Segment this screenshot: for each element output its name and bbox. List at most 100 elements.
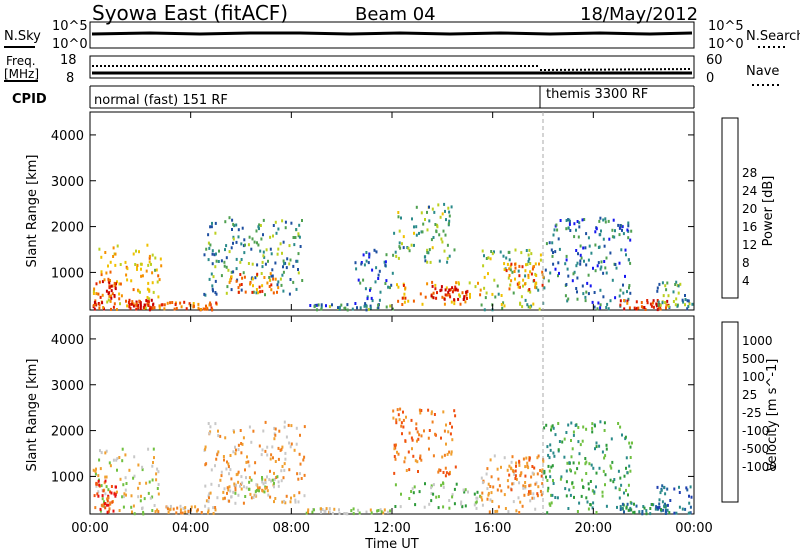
power-data-cell bbox=[602, 295, 605, 299]
x-tick-label: 16:00 bbox=[474, 521, 511, 536]
velocity-data-cell bbox=[232, 450, 235, 454]
power-data-cell bbox=[607, 307, 610, 311]
power-data-cell bbox=[503, 304, 506, 308]
velocity-data-cell bbox=[664, 512, 667, 515]
power-data-cell bbox=[624, 274, 626, 278]
velocity-data-cell bbox=[420, 458, 423, 462]
velocity-data-cell bbox=[518, 463, 521, 467]
velocity-data-cell bbox=[541, 468, 544, 472]
power-data-cell bbox=[454, 285, 457, 289]
velocity-data-cell bbox=[549, 448, 552, 452]
power-data-cell bbox=[469, 295, 471, 299]
velocity-data-cell bbox=[285, 494, 288, 498]
power-data-cell bbox=[158, 304, 161, 308]
velocity-data-cell bbox=[411, 438, 414, 442]
power-data-cell bbox=[210, 225, 213, 229]
power-data-cell bbox=[619, 224, 622, 227]
velocity-data-cell bbox=[237, 443, 240, 447]
power-data-cell bbox=[565, 258, 568, 262]
velocity-data-cell bbox=[595, 485, 597, 489]
velocity-y-tick-label: 3000 bbox=[51, 379, 84, 394]
power-data-cell bbox=[497, 292, 500, 296]
power-data-cell bbox=[503, 268, 506, 271]
velocity-data-cell bbox=[437, 495, 440, 499]
power-data-cell bbox=[392, 253, 395, 257]
velocity-data-cell bbox=[395, 418, 398, 422]
power-data-cell bbox=[101, 301, 104, 305]
power-data-cell bbox=[438, 233, 441, 237]
power-data-cell bbox=[109, 270, 112, 274]
velocity-data-cell bbox=[190, 505, 193, 509]
velocity-data-cell bbox=[543, 426, 546, 430]
power-data-cell bbox=[558, 247, 561, 251]
velocity-data-cell bbox=[442, 485, 445, 489]
power-data-cell bbox=[384, 260, 387, 264]
velocity-data-cell bbox=[151, 495, 154, 499]
velocity-data-cell bbox=[442, 471, 445, 474]
velocity-data-cell bbox=[492, 485, 495, 489]
power-data-cell bbox=[147, 263, 150, 267]
power-data-cell bbox=[282, 240, 285, 244]
velocity-data-cell bbox=[290, 496, 292, 500]
velocity-data-cell bbox=[207, 494, 210, 498]
power-data-cell bbox=[241, 276, 244, 280]
velocity-data-cell bbox=[675, 511, 678, 515]
velocity-data-cell bbox=[175, 511, 178, 515]
velocity-data-cell bbox=[105, 485, 108, 489]
velocity-data-cell bbox=[617, 469, 620, 473]
velocity-data-cell bbox=[684, 507, 687, 511]
freq-panel: Freq. [MHz] 18 8 60 0 Nave bbox=[4, 53, 782, 86]
power-data-cell bbox=[359, 306, 362, 310]
power-data-cell bbox=[672, 300, 675, 303]
velocity-data-cell bbox=[410, 418, 413, 422]
beam-title: Beam 04 bbox=[355, 4, 436, 25]
velocity-data-cell bbox=[556, 496, 559, 500]
power-data-cell bbox=[456, 288, 459, 292]
velocity-data-cell bbox=[379, 508, 382, 512]
power-data-cell bbox=[545, 242, 548, 246]
power-data-cell bbox=[338, 305, 341, 309]
velocity-data-cell bbox=[264, 478, 267, 482]
power-data-cell bbox=[626, 290, 628, 294]
power-data-cell bbox=[427, 251, 430, 255]
velocity-data-cell bbox=[510, 467, 513, 471]
power-data-cell bbox=[385, 253, 388, 257]
power-data-cell bbox=[272, 224, 275, 227]
power-data-cell bbox=[112, 255, 115, 258]
power-data-cell bbox=[148, 254, 151, 258]
velocity-data-cell bbox=[432, 454, 435, 458]
velocity-data-cell bbox=[656, 485, 659, 489]
power-data-cell bbox=[532, 265, 535, 269]
velocity-data-cell bbox=[230, 495, 233, 499]
power-data-cell bbox=[286, 257, 289, 261]
power-data-cell bbox=[295, 287, 298, 291]
velocity-data-cell bbox=[661, 484, 664, 488]
velocity-data-cell bbox=[283, 420, 286, 424]
power-data-cell bbox=[442, 229, 445, 233]
velocity-data-cell bbox=[196, 508, 199, 512]
power-data-cell bbox=[577, 235, 580, 239]
velocity-data-cell bbox=[664, 502, 666, 506]
velocity-data-cell bbox=[442, 482, 445, 486]
power-data-cell bbox=[97, 292, 100, 296]
velocity-data-cell bbox=[511, 482, 514, 486]
power-data-cell bbox=[509, 264, 512, 268]
power-data-cell bbox=[626, 299, 629, 303]
velocity-data-cell bbox=[643, 506, 646, 510]
power-data-cell bbox=[262, 218, 265, 222]
power-data-cell bbox=[354, 302, 357, 305]
velocity-data-cell bbox=[561, 440, 564, 444]
power-data-cell bbox=[556, 228, 559, 232]
power-data-cell bbox=[552, 233, 555, 237]
x-tick-label: 08:00 bbox=[273, 521, 310, 536]
velocity-data-cell bbox=[448, 472, 450, 476]
power-data-cell bbox=[92, 292, 95, 295]
velocity-data-cell bbox=[444, 474, 447, 478]
power-data-cell bbox=[141, 274, 144, 278]
power-data-cell bbox=[277, 227, 280, 231]
power-data-cell bbox=[596, 264, 599, 268]
velocity-data-cell bbox=[100, 451, 103, 455]
velocity-data-cell bbox=[288, 468, 291, 472]
velocity-data-cell bbox=[281, 465, 284, 468]
power-data-cell bbox=[202, 307, 205, 311]
